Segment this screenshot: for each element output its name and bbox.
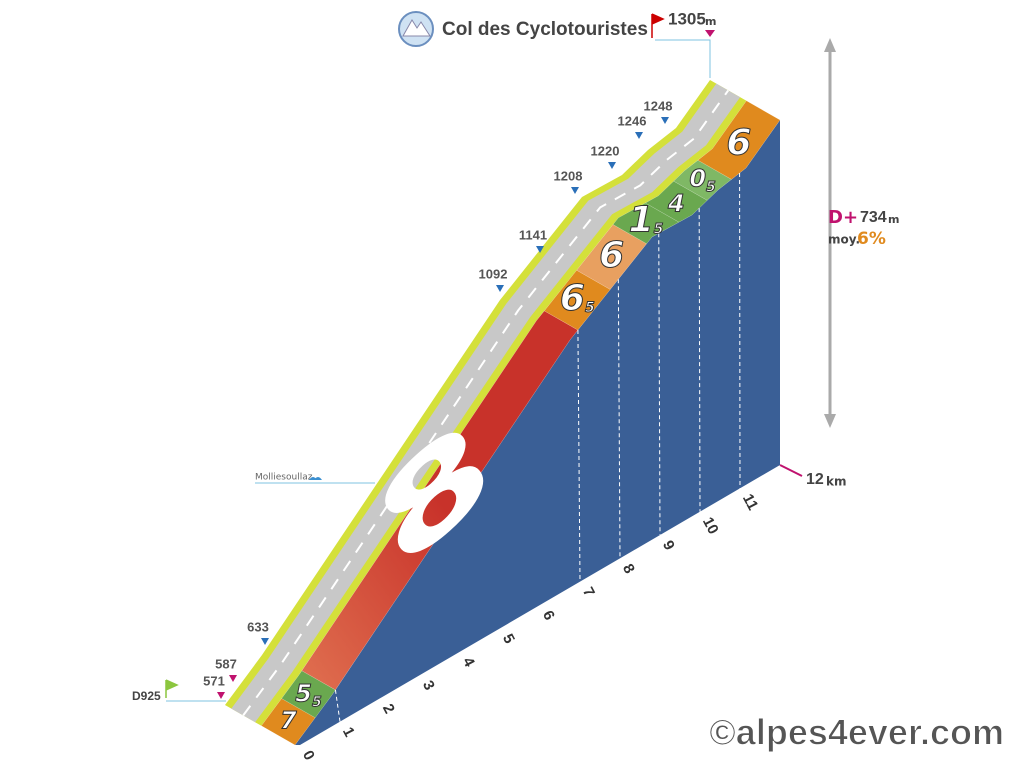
altitude-label: 1092	[479, 266, 508, 281]
km-label: 11	[739, 491, 761, 513]
gradient-label: 6	[599, 235, 624, 276]
gradient-decimal: 5	[706, 179, 716, 195]
km-dash	[334, 689, 341, 722]
km-label: 9	[659, 538, 678, 553]
gradient-label: 55	[295, 679, 322, 710]
gain-value: 734	[860, 209, 887, 226]
gradient-label: 6	[726, 123, 751, 164]
altitude-label: 571	[203, 673, 225, 688]
altitude-label: 1248	[644, 98, 673, 113]
altitude-label: 1141	[519, 227, 547, 242]
altitude-marker	[261, 638, 269, 645]
km-label: 3	[419, 678, 438, 693]
start-road: D925	[132, 689, 161, 703]
summit-connector	[655, 39, 711, 78]
distance-marker	[779, 464, 803, 477]
km-label: 4	[459, 654, 478, 670]
gradient-label: 7	[280, 707, 297, 735]
altitude-marker	[661, 117, 669, 124]
gain-unit: m	[888, 213, 899, 226]
altitude-label: 1208	[554, 168, 583, 183]
copyright: ©alpes4ever.com	[709, 712, 1004, 753]
summit-marker	[705, 30, 715, 37]
distance-unit: km	[826, 475, 846, 489]
km-dash	[698, 208, 701, 512]
road-surface	[231, 83, 741, 723]
summit-altitude: 1305	[668, 9, 706, 28]
summit-unit: m	[705, 15, 716, 28]
distance-value: 12	[806, 471, 824, 488]
altitude-marker	[608, 162, 616, 169]
gain-label: D+	[828, 207, 858, 228]
gradient-label: 05	[689, 164, 716, 195]
km-label: 1	[339, 724, 358, 739]
start-flag	[165, 679, 179, 698]
gradient-decimal: 5	[585, 300, 595, 316]
gradient-decimal: 5	[312, 694, 322, 710]
altitude-marker	[536, 246, 544, 253]
altitude-label: 1246	[618, 113, 647, 128]
km-label: 0	[299, 748, 318, 763]
average-value: 6%	[857, 229, 886, 249]
place-name: Molliesoullaz	[255, 473, 313, 483]
place-icon	[309, 477, 322, 480]
altitude-marker	[496, 285, 504, 292]
gradient-segment	[697, 100, 781, 180]
title: Col des Cyclotouristes	[442, 19, 648, 40]
average-label: moy.	[828, 233, 860, 247]
km-label: 5	[499, 631, 518, 646]
summit-flag	[651, 13, 665, 38]
icon-mountain	[402, 19, 431, 37]
km-label: 2	[379, 701, 398, 716]
altitude-marker	[635, 132, 643, 139]
km-dash	[658, 233, 661, 536]
road-centre	[242, 89, 730, 716]
km-label: 6	[539, 608, 558, 623]
km-dash	[617, 279, 621, 559]
altitude-label: 1220	[591, 143, 620, 158]
profile-face	[295, 120, 780, 745]
altitude-marker	[571, 187, 579, 194]
gradient-decimal: 5	[654, 221, 664, 237]
profile-shapes	[225, 80, 781, 746]
km-label: 7	[579, 584, 598, 599]
altitude-marker	[217, 692, 225, 699]
altitude-label: 633	[247, 619, 269, 634]
altitude-marker	[229, 675, 237, 682]
gradient-label: 4	[667, 189, 685, 217]
km-label: 10	[699, 514, 722, 537]
km-label: 8	[619, 561, 638, 576]
altitude-label: 587	[215, 656, 237, 671]
